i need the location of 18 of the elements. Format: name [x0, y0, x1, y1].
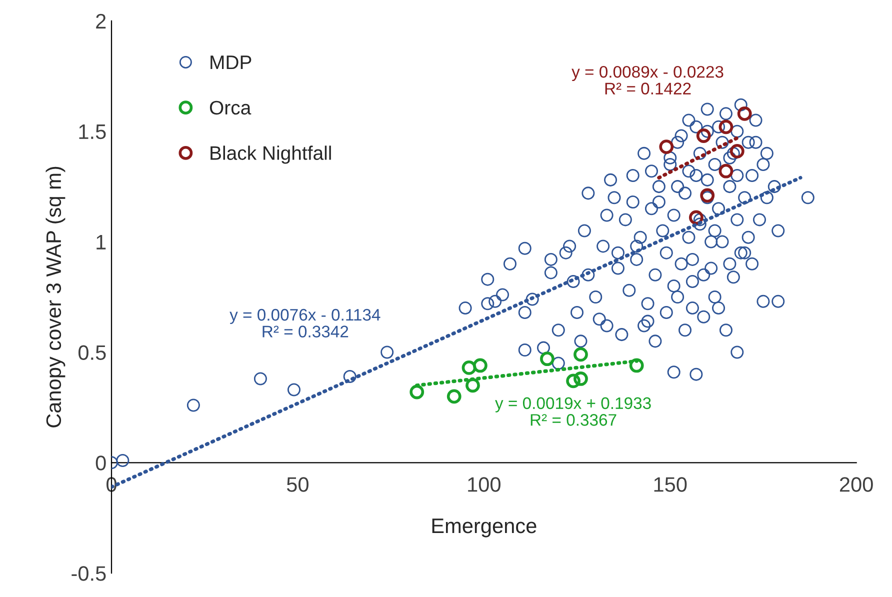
- legend-label: Black Nightfall: [210, 146, 331, 164]
- y-tick-label: 1: [96, 235, 106, 250]
- legend-label: MDP: [210, 56, 252, 70]
- y-tick-label: -0.5: [72, 566, 106, 581]
- annotation: y = 0.0089x - 0.0223 R² = 0.1422: [572, 66, 724, 94]
- x-tick-label: 200: [840, 477, 873, 492]
- x-tick-label: 150: [654, 477, 687, 492]
- y-tick-label: 0: [96, 456, 106, 470]
- y-tick-label: 2: [96, 14, 106, 28]
- annotation: y = 0.0076x - 0.1134 R² = 0.3342: [230, 308, 380, 338]
- x-tick-label: 100: [468, 477, 500, 492]
- legend-label: Orca: [210, 100, 252, 115]
- x-tick-label: 50: [286, 477, 308, 492]
- y-tick-label: 0.5: [78, 345, 106, 360]
- y-axis-title: Canopy cover 3 WAP (sq m): [46, 166, 66, 428]
- y-tick-label: 1.5: [79, 124, 106, 140]
- annotation: y = 0.0019x + 0.1933 R² = 0.3367: [495, 397, 651, 426]
- x-axis-title: Emergence: [432, 518, 536, 538]
